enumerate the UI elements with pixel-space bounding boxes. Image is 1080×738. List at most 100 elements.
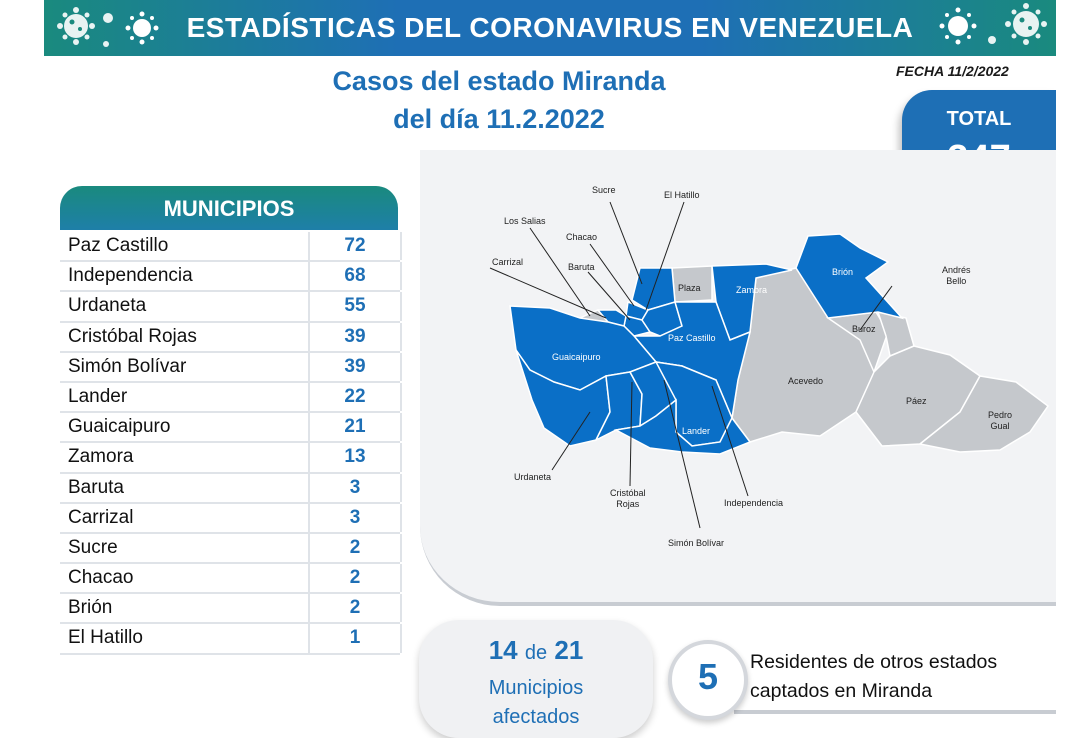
infographic-page: ESTADÍSTICAS DEL CORONAVIRUS EN VENEZUEL… bbox=[44, 0, 1056, 738]
municipio-name: Carrizal bbox=[68, 506, 134, 528]
map-label-guaicaipuro: Guaicaipuro bbox=[552, 352, 601, 362]
affected-label-line2: afectados bbox=[492, 706, 580, 728]
map-label-cristobal-rojas: Cristóbal Rojas bbox=[610, 488, 646, 510]
municipio-cases: 72 bbox=[344, 235, 366, 256]
residents-count-circle: 5 bbox=[668, 640, 748, 720]
total-label: TOTAL bbox=[946, 108, 1012, 130]
map-label-chacao: Chacao bbox=[566, 232, 598, 242]
map-label-simon-bolivar: Simón Bolívar bbox=[668, 538, 725, 548]
residents-text: Residentes de otros estados captados en … bbox=[750, 648, 1050, 706]
municipio-name: Guaicaipuro bbox=[68, 416, 171, 438]
map-label-cristobal-rojas-line1: Cristóbal bbox=[610, 488, 646, 498]
affected-count: 14 de 21 bbox=[419, 635, 653, 666]
municipio-cases: 68 bbox=[344, 265, 366, 287]
map-label-brion: Brión bbox=[832, 267, 854, 277]
banner-title: ESTADÍSTICAS DEL CORONAVIRUS EN VENEZUEL… bbox=[186, 12, 914, 43]
map-label-andres-bello-line2: Bello bbox=[946, 276, 967, 286]
municipio-name: Lander bbox=[68, 385, 128, 407]
municipio-cases: 13 bbox=[344, 446, 366, 468]
map-label-el-hatillo: El Hatillo bbox=[664, 190, 700, 200]
table-row: Simón Bolívar 39 bbox=[60, 352, 402, 383]
municipio-name: Cristóbal Rojas bbox=[68, 325, 197, 347]
municipio-name: Paz Castillo bbox=[68, 235, 169, 256]
map-label-independencia: Independencia bbox=[724, 498, 784, 508]
leader-lines bbox=[489, 201, 893, 529]
table-row: Chacao 2 bbox=[60, 564, 402, 595]
municipio-cases: 55 bbox=[344, 295, 366, 317]
virus-icon bbox=[125, 11, 159, 45]
region-brion bbox=[795, 233, 905, 320]
municipio-cases: 21 bbox=[344, 416, 366, 438]
municipio-cases: 1 bbox=[349, 627, 361, 649]
affected-label-line1: Municipios bbox=[488, 677, 584, 699]
municipios-table: Paz Castillo 72 Independencia 68 Urdaneta 5… bbox=[60, 232, 402, 655]
table-row: Lander 22 bbox=[60, 382, 402, 414]
table-row: Cristóbal Rojas 39 bbox=[60, 322, 402, 353]
virus-icon bbox=[939, 7, 977, 45]
municipio-cases: 39 bbox=[344, 325, 366, 347]
map-label-buroz: Buroz bbox=[852, 324, 876, 334]
map-label-cristobal-rojas-line2: Rojas bbox=[616, 499, 640, 509]
municipio-name: Simón Bolívar bbox=[68, 355, 187, 377]
table-row: El Hatillo 1 bbox=[60, 624, 402, 655]
virus-icon bbox=[988, 3, 1047, 45]
table-row: Baruta 3 bbox=[60, 473, 402, 504]
map-label-sucre: Sucre bbox=[592, 185, 616, 195]
table-row: Zamora 13 bbox=[60, 443, 402, 474]
municipio-cases: 2 bbox=[349, 567, 361, 589]
municipio-name: Urdaneta bbox=[68, 295, 147, 317]
table-row: Independencia 68 bbox=[60, 262, 402, 293]
residents-count: 5 bbox=[697, 656, 719, 697]
affected-count-value: 14 bbox=[488, 635, 518, 665]
map-label-zamora: Zamora bbox=[736, 285, 768, 295]
residents-box bbox=[734, 638, 1056, 714]
region-carrizal bbox=[596, 309, 627, 327]
affected-count-de: de bbox=[524, 642, 548, 664]
municipios-header: MUNICIPIOS bbox=[60, 186, 398, 230]
municipio-name: Baruta bbox=[68, 476, 124, 498]
table-row: Brión 2 bbox=[60, 594, 402, 625]
municipio-name: Brión bbox=[68, 597, 113, 619]
table-row: Sucre 2 bbox=[60, 533, 402, 565]
table-row: Paz Castillo 72 bbox=[60, 232, 402, 263]
subtitle-line1: Casos del estado Miranda bbox=[332, 66, 666, 96]
affected-regions bbox=[509, 233, 905, 455]
map-label-pedro-gual-line2: Gual bbox=[990, 421, 1010, 431]
map-label-pedro-gual-line1: Pedro bbox=[988, 410, 1013, 420]
map-label-andres-bello-line1: Andrés bbox=[942, 265, 971, 275]
municipio-name: El Hatillo bbox=[68, 627, 143, 649]
municipio-name: Sucre bbox=[68, 536, 118, 558]
residents-text-line2: captados en Miranda bbox=[750, 680, 933, 702]
region-pedro-gual bbox=[918, 375, 1050, 453]
municipio-cases: 3 bbox=[349, 506, 361, 528]
virus-icon bbox=[57, 7, 113, 47]
municipios-header-label: MUNICIPIOS bbox=[163, 196, 295, 221]
map-label-urdaneta: Urdaneta bbox=[514, 472, 552, 482]
table-row: Urdaneta 55 bbox=[60, 292, 402, 323]
miranda-map bbox=[489, 201, 1050, 529]
residents-text-line1: Residentes de otros estados bbox=[750, 651, 998, 673]
municipio-name: Chacao bbox=[68, 567, 134, 589]
map-label-plaza: Plaza bbox=[678, 283, 701, 293]
miranda-map-panel: Sucre El Hatillo Los Salias Chacao Carri… bbox=[420, 150, 1056, 606]
map-label-lander: Lander bbox=[682, 426, 711, 436]
map-label-paez: Páez bbox=[906, 396, 927, 406]
report-date: FECHA 11/2/2022 bbox=[896, 63, 1009, 79]
region-lander bbox=[613, 398, 752, 455]
map-label-los-salias: Los Salias bbox=[504, 216, 546, 226]
map-label-carrizal: Carrizal bbox=[492, 257, 524, 267]
municipio-name: Zamora bbox=[68, 446, 134, 468]
municipio-cases: 22 bbox=[344, 385, 366, 407]
map-label-andres-bello: Andrés Bello bbox=[942, 265, 971, 287]
subtitle-line2: del día 11.2.2022 bbox=[393, 104, 605, 134]
map-label-paz-castillo: Paz Castillo bbox=[668, 333, 716, 343]
municipio-name: Independencia bbox=[68, 265, 193, 287]
header-banner: ESTADÍSTICAS DEL CORONAVIRUS EN VENEZUEL… bbox=[44, 0, 1056, 56]
affected-label: Municipios afectados bbox=[419, 674, 653, 732]
map-label-acevedo: Acevedo bbox=[788, 376, 824, 386]
map-label-pedro-gual: Pedro Gual bbox=[988, 410, 1012, 432]
table-row: Guaicaipuro 21 bbox=[60, 413, 402, 444]
municipio-cases: 39 bbox=[344, 355, 366, 377]
map-label-baruta: Baruta bbox=[568, 262, 595, 272]
affected-count-total: 21 bbox=[554, 635, 584, 665]
